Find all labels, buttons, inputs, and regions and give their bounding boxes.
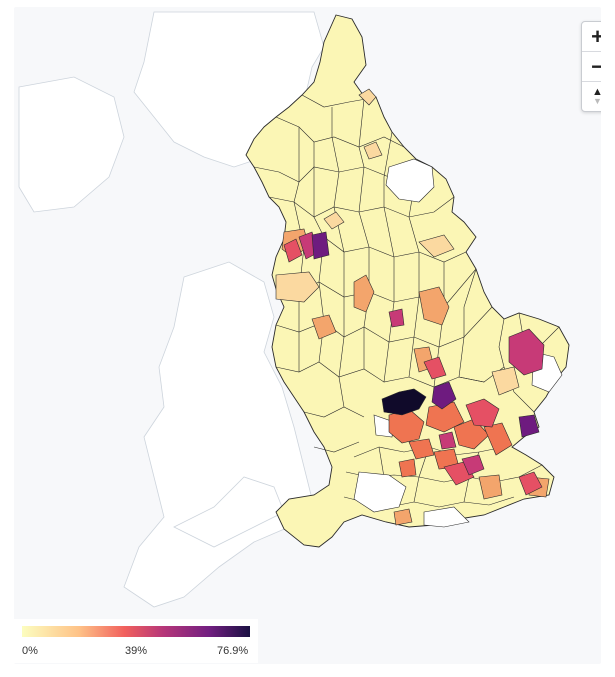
map-legend: 0% 39% 76.9% xyxy=(14,619,258,663)
choropleth-map[interactable] xyxy=(14,7,601,664)
wales-coast xyxy=(173,476,285,548)
map-viewport[interactable]: + − ▲ ▼ xyxy=(14,7,601,664)
district-lightorange-5 xyxy=(491,366,520,396)
district-orange-6 xyxy=(393,508,413,526)
zoom-out-button[interactable]: − xyxy=(582,51,601,81)
district-orange-2 xyxy=(353,274,375,313)
legend-mid-label: 39% xyxy=(125,645,148,657)
district-magenta-1 xyxy=(508,328,545,376)
district-lightorange-4 xyxy=(418,234,455,258)
district-red-4 xyxy=(283,238,303,263)
district-nodata-1 xyxy=(385,158,435,203)
district-orange-3 xyxy=(311,314,337,340)
district-dark-1 xyxy=(381,388,427,416)
district-lightorange-6 xyxy=(363,141,383,160)
district-purple-1 xyxy=(311,231,330,260)
zoom-control-group: + − ▲ ▼ xyxy=(581,21,601,112)
colored-districts xyxy=(275,88,550,526)
district-coral-4 xyxy=(483,422,513,456)
district-lightorange-1 xyxy=(358,88,377,106)
district-lightorange-3 xyxy=(275,271,320,303)
legend-min-label: 0% xyxy=(22,645,38,657)
district-magenta-3 xyxy=(388,308,405,328)
district-purple-2 xyxy=(431,381,457,410)
zoom-in-button[interactable]: + xyxy=(591,23,601,49)
background-regions xyxy=(18,11,325,608)
district-orange-7 xyxy=(478,474,503,500)
district-coral-7 xyxy=(398,458,417,478)
compass-icon: ▲ xyxy=(592,85,601,98)
district-red-2 xyxy=(518,471,543,496)
district-magenta-5 xyxy=(438,431,457,450)
district-magenta-4 xyxy=(461,454,485,476)
district-red-1 xyxy=(465,398,500,428)
district-coral-3 xyxy=(453,418,490,450)
reset-north-button[interactable]: ▲ ▼ xyxy=(582,81,601,111)
district-orange-1 xyxy=(418,286,450,326)
district-lightorange-2 xyxy=(323,211,345,230)
district-purple-3 xyxy=(518,414,540,438)
district-red-5 xyxy=(423,356,447,380)
legend-max-label: 76.9% xyxy=(217,645,249,657)
compass-south-icon: ▼ xyxy=(593,95,601,106)
district-nodata-4 xyxy=(423,506,470,528)
district-nodata-3 xyxy=(353,471,407,513)
ireland-region xyxy=(18,76,125,213)
legend-color-bar xyxy=(22,626,250,637)
district-coral-5 xyxy=(408,438,435,460)
